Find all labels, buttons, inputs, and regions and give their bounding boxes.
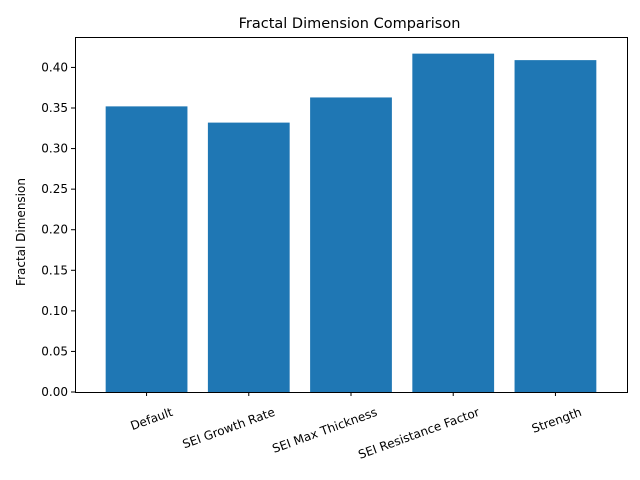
- x-tick-label: Strength: [530, 405, 584, 436]
- bar-sei-growth-rate: [207, 122, 290, 392]
- chart-title: Fractal Dimension Comparison: [239, 16, 461, 32]
- y-tick-label: 0.05: [41, 344, 68, 358]
- y-tick-label: 0.20: [41, 223, 68, 237]
- y-tick-label: 0.25: [41, 182, 68, 196]
- bar-sei-max-thickness: [310, 97, 392, 393]
- x-tick-label: Default: [129, 405, 175, 433]
- y-tick-label: 0.35: [41, 101, 68, 115]
- bar-default: [105, 106, 188, 393]
- bar-sei-resistance-factor: [412, 53, 495, 393]
- y-tick-label: 0.40: [41, 60, 68, 74]
- bars-group: [105, 53, 597, 393]
- y-tick-label: 0.30: [41, 142, 68, 156]
- y-tick-label: 0.15: [41, 263, 68, 277]
- x-tick-label: SEI Growth Rate: [181, 405, 277, 451]
- plot-frame: [75, 37, 628, 393]
- y-axis-ticks: 0.00 0.05 0.10 0.15 0.20 0.25 0.30 0.35 0.40: [41, 60, 75, 399]
- y-axis-label: Fractal Dimension: [14, 178, 28, 286]
- y-tick-label: 0.00: [41, 385, 68, 399]
- bar-strength: [514, 60, 597, 393]
- y-tick-label: 0.10: [41, 304, 68, 318]
